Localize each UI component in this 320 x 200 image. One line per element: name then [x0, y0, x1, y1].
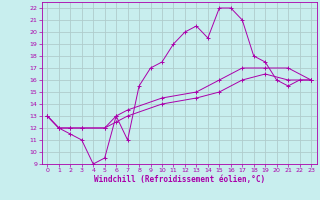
- X-axis label: Windchill (Refroidissement éolien,°C): Windchill (Refroidissement éolien,°C): [94, 175, 265, 184]
